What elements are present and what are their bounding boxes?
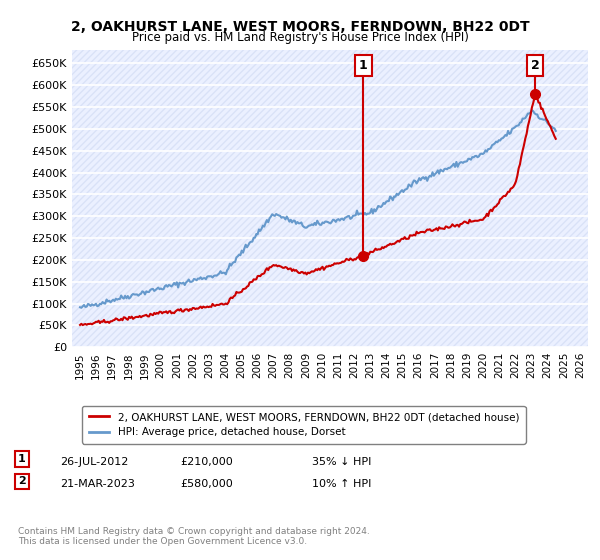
Text: 2, OAKHURST LANE, WEST MOORS, FERNDOWN, BH22 0DT: 2, OAKHURST LANE, WEST MOORS, FERNDOWN, … [71, 20, 529, 34]
Text: 10% ↑ HPI: 10% ↑ HPI [312, 479, 371, 489]
Text: 1: 1 [359, 59, 368, 72]
Text: 21-MAR-2023: 21-MAR-2023 [60, 479, 135, 489]
Text: 26-JUL-2012: 26-JUL-2012 [60, 457, 128, 467]
Legend: 2, OAKHURST LANE, WEST MOORS, FERNDOWN, BH22 0DT (detached house), HPI: Average : 2, OAKHURST LANE, WEST MOORS, FERNDOWN, … [82, 406, 526, 444]
Text: 2: 2 [18, 477, 26, 487]
Text: 35% ↓ HPI: 35% ↓ HPI [312, 457, 371, 467]
Text: £210,000: £210,000 [180, 457, 233, 467]
Text: Contains HM Land Registry data © Crown copyright and database right 2024.
This d: Contains HM Land Registry data © Crown c… [18, 526, 370, 546]
Text: Price paid vs. HM Land Registry's House Price Index (HPI): Price paid vs. HM Land Registry's House … [131, 31, 469, 44]
Text: 2: 2 [531, 59, 539, 72]
Text: 1: 1 [18, 454, 26, 464]
Text: £580,000: £580,000 [180, 479, 233, 489]
